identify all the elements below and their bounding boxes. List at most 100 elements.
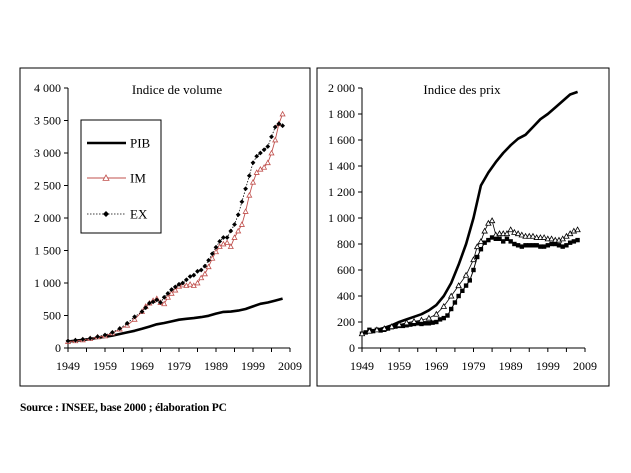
data-point-series-2 (530, 243, 536, 248)
data-point-series-2 (437, 317, 443, 322)
data-point-im (235, 227, 242, 234)
data-point-ex (235, 212, 241, 218)
data-point-series-2 (370, 328, 376, 334)
data-point-im (172, 286, 179, 293)
data-point-series-2 (419, 321, 424, 327)
data-point-ex (195, 268, 200, 274)
data-point-ex (180, 280, 186, 286)
chart-panel-prices: 0 200 400 600 800 1 000 1 200 1 400 1 600 1 800 2 … (316, 67, 610, 387)
data-point-series-2 (504, 236, 510, 241)
y-tick-label: 1 800 (328, 107, 355, 121)
data-point-ex (102, 332, 108, 338)
data-point-ex (176, 281, 182, 287)
data-point-im (209, 255, 216, 261)
data-point-series-2 (549, 241, 554, 247)
data-point-ex (139, 309, 145, 314)
data-point-im (242, 208, 249, 214)
data-point-im (238, 221, 245, 227)
data-point-ex (254, 153, 260, 159)
y-tick-label: 0 (349, 341, 355, 355)
data-point-series-2 (378, 328, 383, 333)
x-tick-label: 1969 (424, 359, 448, 373)
data-point-series-3 (358, 330, 366, 337)
data-point-series-2 (400, 323, 406, 329)
data-point-series-2 (523, 243, 528, 248)
data-point-im (164, 294, 171, 300)
data-point-ex (73, 337, 78, 343)
data-point-series-2 (415, 321, 420, 326)
data-point-series-3 (544, 235, 552, 242)
data-point-series-2 (426, 321, 432, 326)
data-point-ex (169, 287, 174, 292)
y-tick-label: 0 (55, 341, 61, 355)
data-point-series-3 (533, 234, 540, 240)
data-point-ex (184, 277, 189, 283)
data-point-series-2 (449, 306, 454, 312)
data-point-series-3 (366, 327, 373, 334)
data-point-im (216, 243, 223, 249)
x-tick-label: 1999 (241, 359, 265, 373)
data-point-ex (117, 326, 123, 331)
data-point-series-2 (486, 237, 491, 243)
data-point-series-3 (503, 230, 511, 237)
data-point-ex (276, 121, 282, 127)
data-point-ex (221, 235, 226, 240)
data-point-ex (158, 300, 163, 305)
data-point-series-2 (408, 322, 413, 327)
chart-legend: PIB IM EX (80, 119, 162, 234)
data-point-series-2 (571, 239, 577, 244)
data-point-series-2 (564, 243, 569, 248)
data-point-ex (269, 134, 274, 140)
y-tick-label: 1 600 (328, 133, 355, 147)
data-point-im (205, 263, 212, 270)
data-point-ex (213, 244, 219, 250)
data-point-series-3 (433, 310, 440, 317)
data-point-ex (224, 235, 230, 240)
data-point-series-2 (460, 288, 465, 293)
y-tick-label: 4 000 (34, 81, 61, 95)
x-tick-label: 1999 (536, 359, 560, 373)
series-line-pib (67, 297, 283, 343)
data-point-im (224, 239, 231, 246)
x-tick-label: 1989 (204, 359, 228, 373)
data-point-im (161, 300, 168, 307)
data-point-ex (154, 297, 160, 303)
y-tick-label: 600 (337, 263, 355, 277)
data-point-series-3 (455, 282, 462, 289)
data-point-ex (206, 257, 211, 263)
data-point-ex (246, 173, 252, 179)
data-point-series-3 (440, 302, 448, 309)
data-point-ex (228, 228, 234, 234)
data-point-ex (217, 239, 223, 244)
chart-panel-volume: 0 500 1 000 1 500 2 000 2 500 3 000 3 500 4 000 1… (19, 67, 311, 387)
y-tick-label: 2 000 (328, 81, 355, 95)
data-point-ex (261, 147, 267, 153)
x-tick-label: 1989 (499, 359, 523, 373)
data-point-ex (243, 186, 248, 192)
data-point-series-2 (534, 243, 539, 248)
y-tick-label: 1 200 (328, 185, 355, 199)
data-point-ex (265, 144, 271, 149)
data-point-series-3 (373, 326, 381, 333)
data-point-series-3 (481, 227, 488, 234)
data-point-series-3 (447, 292, 455, 299)
data-point-im (198, 274, 205, 281)
y-tick-label: 3 000 (34, 146, 61, 160)
data-point-ex (124, 320, 130, 326)
data-point-series-2 (385, 326, 391, 331)
data-point-ex (87, 335, 93, 341)
data-point-series-2 (430, 320, 435, 325)
data-point-series-2 (463, 283, 469, 288)
data-point-im (272, 136, 279, 143)
data-point-series-2 (553, 241, 558, 247)
data-point-series-3 (496, 230, 503, 237)
data-point-series-2 (538, 244, 543, 249)
data-point-series-3 (488, 217, 496, 224)
y-tick-label: 2 000 (34, 211, 61, 225)
data-point-ex (250, 160, 256, 166)
data-point-series-3 (507, 226, 514, 233)
data-point-series-3 (473, 243, 481, 250)
y-tick-label: 1 400 (328, 159, 355, 173)
data-point-ex (232, 222, 237, 227)
x-tick-label: 1979 (462, 359, 486, 373)
